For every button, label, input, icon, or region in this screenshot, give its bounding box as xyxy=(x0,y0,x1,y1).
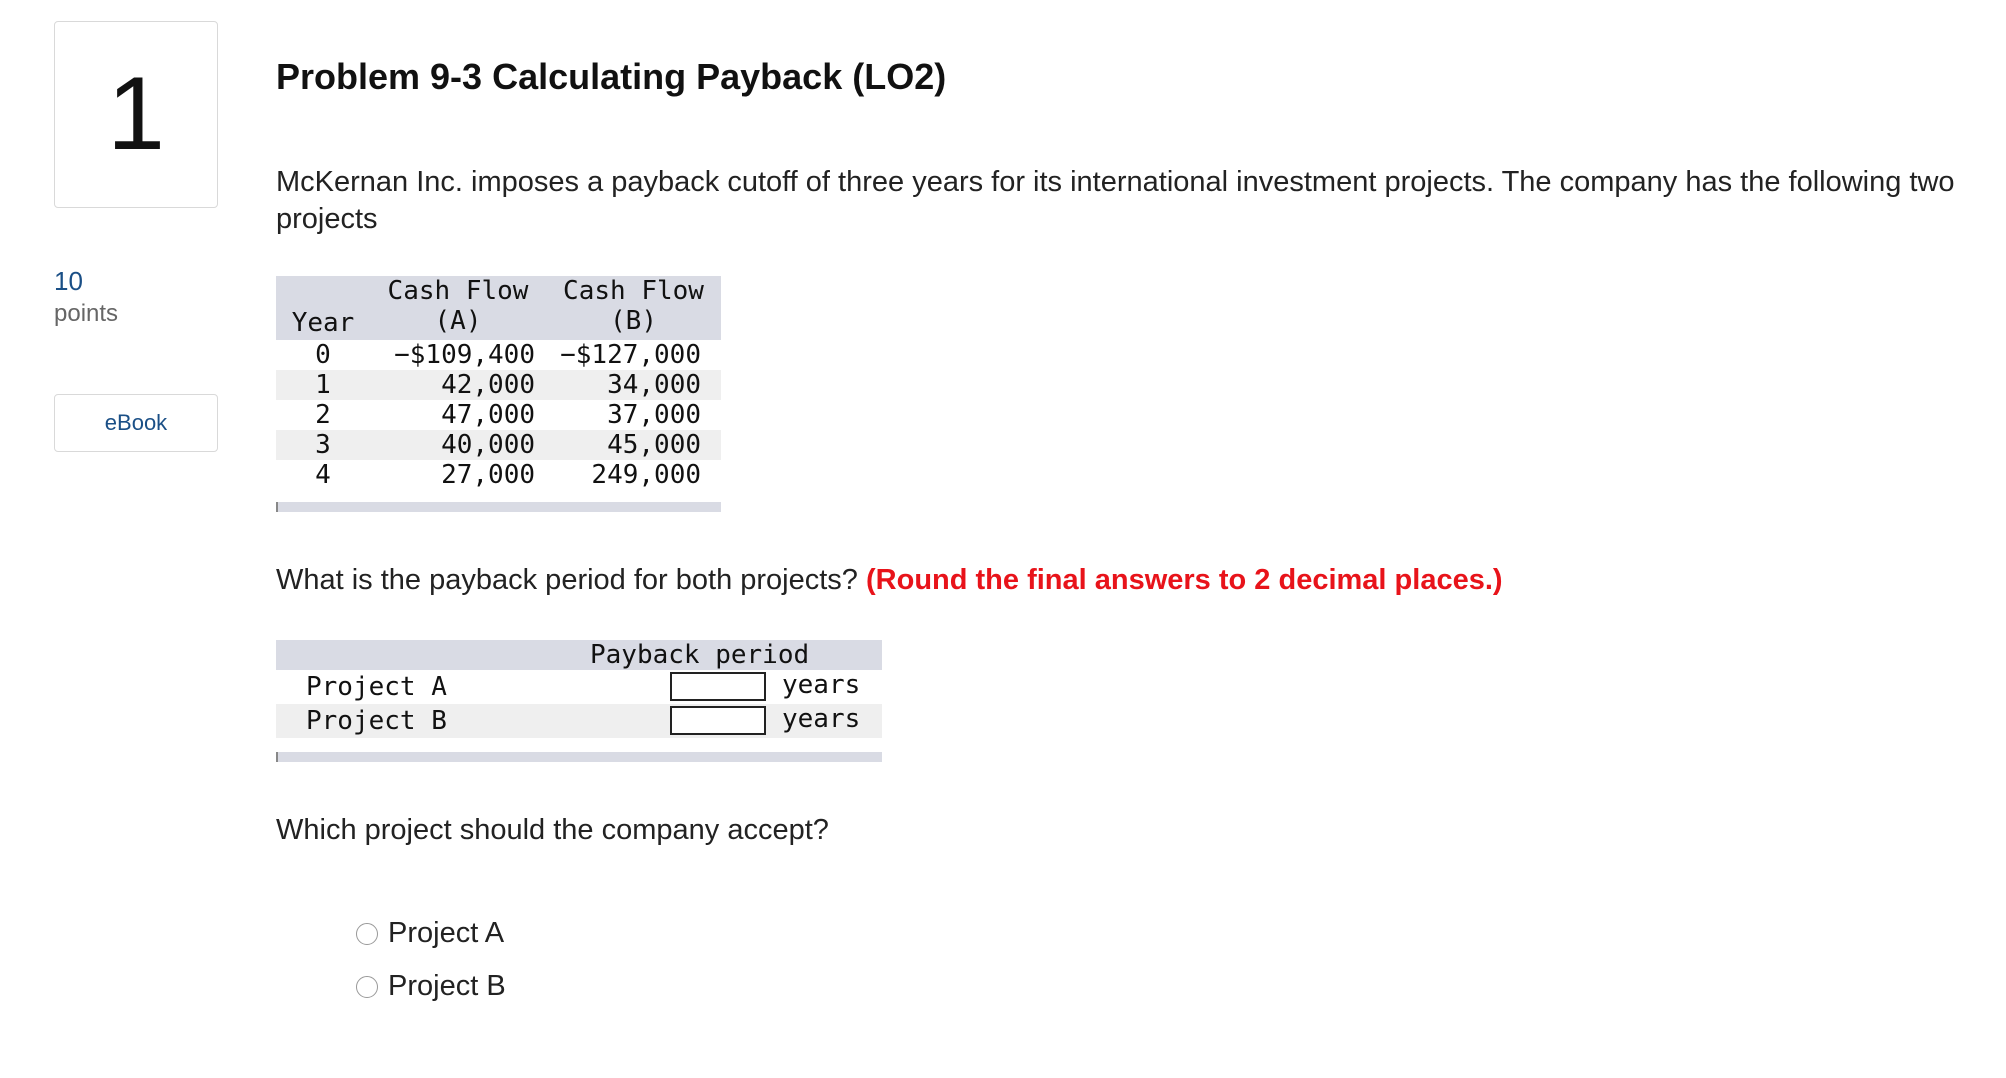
payback-question: What is the payback period for both proj… xyxy=(276,564,1503,597)
project-b-payback-input[interactable] xyxy=(670,706,766,735)
cash-flow-b-cell: 45,000 xyxy=(607,430,701,460)
table-row: 0 −$109,400 −$127,000 xyxy=(276,340,721,370)
project-label: Project A xyxy=(306,672,447,702)
table-row: Project B years xyxy=(276,704,882,738)
unit-label: years xyxy=(782,670,861,700)
cash-flow-b-cell: 34,000 xyxy=(607,370,701,400)
cash-flow-table: Year Cash Flow (A) Cash Flow (B) 0 −$109… xyxy=(276,276,721,512)
cash-flow-b-cell: 249,000 xyxy=(591,460,701,490)
radio-button[interactable] xyxy=(356,975,378,998)
year-cell: 0 xyxy=(315,340,331,370)
header-cash-flow-a: Cash Flow (A) xyxy=(370,276,546,340)
accept-question: Which project should the company accept? xyxy=(276,814,829,846)
points-label: points xyxy=(54,300,119,327)
unit-label: years xyxy=(782,704,861,734)
year-cell: 2 xyxy=(315,400,331,430)
option-project-b[interactable]: Project B xyxy=(356,970,506,1003)
year-cell: 3 xyxy=(315,430,331,460)
radio-button[interactable] xyxy=(356,922,378,945)
cash-flow-a-cell: 47,000 xyxy=(441,400,535,430)
table-row: 3 40,000 45,000 xyxy=(276,430,721,460)
cash-flow-b-cell: 37,000 xyxy=(607,400,701,430)
table-row: Project A years xyxy=(276,670,882,704)
header-cash-flow-b-line2: (B) xyxy=(610,306,657,336)
problem-intro: McKernan Inc. imposes a payback cutoff o… xyxy=(276,166,1955,235)
table-row: 2 47,000 37,000 xyxy=(276,400,721,430)
cash-flow-a-cell: 40,000 xyxy=(441,430,535,460)
cash-flow-a-cell: 42,000 xyxy=(441,370,535,400)
rounding-hint: (Round the final answers to 2 decimal pl… xyxy=(866,564,1503,596)
option-label: Project A xyxy=(388,917,505,949)
ebook-button[interactable]: eBook xyxy=(54,394,218,452)
table-footer-bar xyxy=(276,752,882,762)
cash-flow-table-header: Year Cash Flow (A) Cash Flow (B) xyxy=(276,276,721,340)
header-payback-period: Payback period xyxy=(590,640,810,670)
header-cash-flow-b: Cash Flow (B) xyxy=(546,276,721,340)
cash-flow-a-cell: −$109,400 xyxy=(394,340,535,370)
table-row: 1 42,000 34,000 xyxy=(276,370,721,400)
header-cash-flow-a-line1: Cash Flow xyxy=(387,276,529,306)
cash-flow-a-cell: 27,000 xyxy=(441,460,535,490)
option-label: Project B xyxy=(388,970,506,1002)
year-cell: 4 xyxy=(315,460,331,490)
project-a-payback-input[interactable] xyxy=(670,672,766,701)
header-cash-flow-b-line1: Cash Flow xyxy=(563,276,704,306)
payback-table-header: Payback period xyxy=(276,640,882,670)
table-footer-bar xyxy=(276,502,721,512)
header-year: Year xyxy=(291,308,355,338)
payback-question-text: What is the payback period for both proj… xyxy=(276,564,858,596)
points-value: 10 xyxy=(54,266,83,296)
cash-flow-b-cell: −$127,000 xyxy=(560,340,701,370)
header-cash-flow-a-line2: (A) xyxy=(434,306,482,336)
option-project-a[interactable]: Project A xyxy=(356,917,504,950)
table-row: 4 27,000 249,000 xyxy=(276,460,721,490)
project-label: Project B xyxy=(306,706,447,736)
year-cell: 1 xyxy=(315,370,331,400)
question-number: 1 xyxy=(54,21,218,208)
problem-title: Problem 9-3 Calculating Payback (LO2) xyxy=(276,56,947,97)
payback-table: Payback period Project A years Project B… xyxy=(276,640,882,762)
